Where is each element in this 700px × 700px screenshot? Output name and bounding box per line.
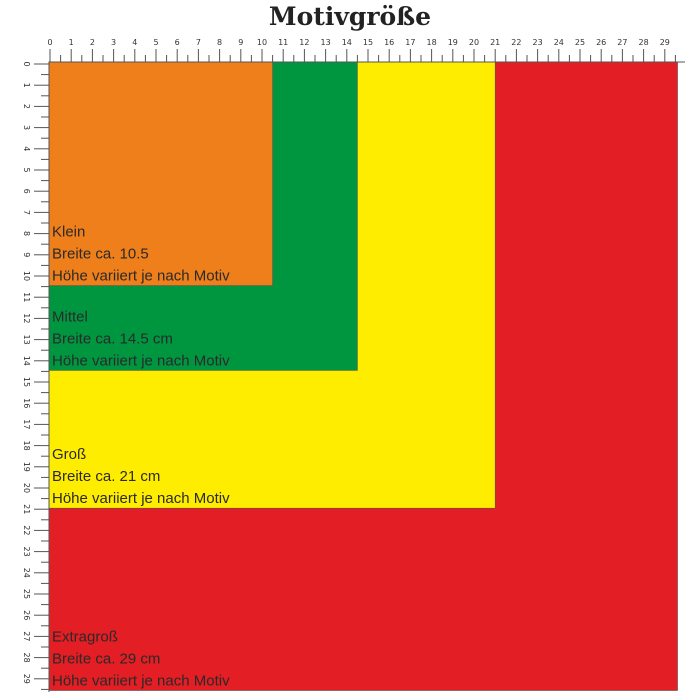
size-label-line: Mittel [52, 308, 88, 325]
top-ruler-label: 8 [217, 38, 222, 47]
top-ruler-label: 23 [533, 38, 543, 47]
top-ruler-label: 4 [132, 38, 137, 47]
top-ruler-label: 28 [639, 38, 649, 47]
left-ruler-label: 9 [22, 252, 31, 257]
top-ruler-label: 21 [490, 38, 500, 47]
left-ruler-label: 25 [22, 589, 31, 599]
size-box-klein [48, 61, 273, 286]
left-ruler-label: 3 [22, 125, 31, 130]
left-ruler-label: 23 [22, 547, 31, 557]
size-label-line: Höhe variiert je nach Motiv [52, 268, 230, 285]
top-ruler-label: 20 [469, 38, 479, 47]
top-ruler-label: 15 [363, 38, 373, 47]
size-label-line: Breite ca. 14.5 cm [52, 330, 173, 347]
size-label-line: Höhe variiert je nach Motiv [52, 490, 230, 507]
top-ruler-label: 11 [278, 38, 288, 47]
left-ruler-label: 2 [22, 104, 31, 109]
left-ruler-label: 5 [22, 167, 31, 172]
size-label-line: Breite ca. 29 cm [52, 651, 160, 668]
top-ruler-label: 29 [660, 38, 670, 47]
left-ruler-label: 26 [22, 610, 31, 620]
top-ruler-label: 2 [90, 38, 95, 47]
left-ruler-label: 20 [22, 483, 31, 493]
left-ruler-label: 13 [22, 335, 31, 345]
left-ruler-label: 16 [22, 398, 31, 408]
size-label-line: Breite ca. 10.5 [52, 246, 149, 263]
top-ruler-label: 6 [175, 38, 180, 47]
size-label-line: Groß [52, 446, 86, 463]
left-ruler-label: 0 [22, 61, 31, 66]
top-ruler-label: 25 [575, 38, 585, 47]
left-ruler-label: 10 [22, 271, 31, 281]
left-ruler-label: 17 [22, 419, 31, 429]
left-ruler-label: 1 [22, 83, 31, 88]
left-ruler-label: 19 [22, 462, 31, 472]
size-label-line: Höhe variiert je nach Motiv [52, 673, 230, 690]
top-ruler-label: 27 [617, 38, 627, 47]
page-title: Motivgröße [268, 2, 432, 31]
top-ruler-label: 0 [47, 38, 52, 47]
top-ruler-label: 22 [511, 38, 521, 47]
left-ruler-label: 4 [22, 146, 31, 151]
left-ruler-label: 29 [22, 674, 31, 684]
left-ruler-label: 24 [22, 568, 31, 578]
size-label-line: Extragroß [52, 629, 118, 646]
left-ruler-label: 22 [22, 525, 31, 535]
top-ruler-label: 5 [153, 38, 158, 47]
top-ruler-label: 10 [257, 38, 267, 47]
size-label-line: Höhe variiert je nach Motiv [52, 352, 230, 369]
left-ruler-label: 7 [22, 210, 31, 215]
left-ruler-label: 15 [22, 377, 31, 387]
left-ruler-label: 28 [22, 653, 31, 663]
size-label-line: Klein [52, 224, 85, 241]
top-ruler-label: 1 [69, 38, 74, 47]
top-ruler-label: 12 [299, 38, 309, 47]
left-ruler-label: 12 [22, 313, 31, 323]
top-ruler-label: 14 [342, 38, 352, 47]
left-ruler-label: 21 [22, 504, 31, 514]
left-ruler-label: 14 [22, 356, 31, 366]
left-ruler-label: 8 [22, 231, 31, 236]
top-ruler-label: 24 [554, 38, 564, 47]
top-ruler-label: 3 [111, 38, 116, 47]
left-ruler-label: 27 [22, 631, 31, 641]
left-ruler-label: 6 [22, 189, 31, 194]
top-ruler-label: 16 [384, 38, 394, 47]
size-label-line: Breite ca. 21 cm [52, 468, 160, 485]
top-ruler-label: 7 [196, 38, 201, 47]
left-ruler-label: 18 [22, 441, 31, 451]
top-ruler-label: 17 [405, 38, 415, 47]
top-ruler-label: 18 [427, 38, 437, 47]
top-ruler-label: 26 [596, 38, 606, 47]
top-ruler-label: 19 [448, 38, 458, 47]
left-ruler-label: 11 [22, 292, 31, 302]
top-ruler-label: 9 [238, 38, 243, 47]
top-ruler-label: 13 [321, 38, 331, 47]
